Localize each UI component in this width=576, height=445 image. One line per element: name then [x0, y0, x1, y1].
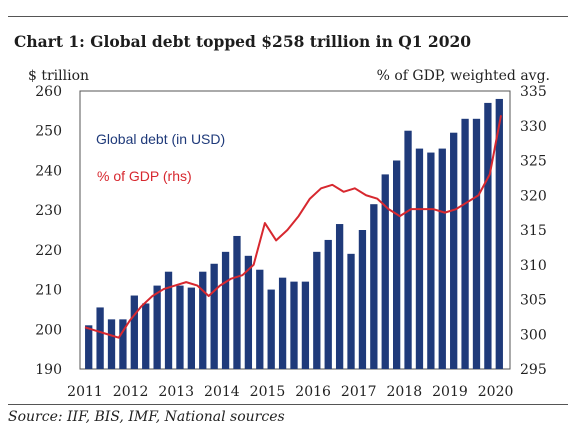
left-tick-label: 230	[35, 203, 62, 219]
debt-bar	[438, 148, 446, 369]
right-tick-label: 300	[520, 327, 547, 343]
x-tick-label: 2019	[432, 384, 468, 400]
right-tick-label: 330	[520, 119, 547, 135]
right-axis: 295 300 305 310 315 320 325 330 335	[520, 84, 547, 378]
debt-bar	[404, 130, 412, 369]
left-tick-label: 210	[35, 283, 62, 299]
legend-gdp-ratio: % of GDP (rhs)	[97, 168, 192, 184]
x-tick-label: 2020	[478, 384, 514, 400]
right-tick-label: 305	[520, 293, 547, 309]
left-tick-label: 240	[35, 163, 62, 179]
debt-bar	[393, 160, 401, 369]
x-tick-label: 2011	[67, 384, 103, 400]
x-tick-label: 2013	[158, 384, 194, 400]
left-tick-label: 200	[35, 322, 62, 338]
debt-bar	[324, 239, 332, 369]
debt-bar	[370, 204, 378, 369]
debt-bar	[290, 281, 298, 369]
debt-bar	[233, 235, 241, 369]
debt-bar	[358, 230, 367, 369]
right-tick-label: 310	[520, 258, 547, 274]
right-tick-label: 335	[520, 84, 547, 100]
debt-bar	[278, 277, 287, 369]
left-axis-label: $ trillion	[28, 68, 89, 84]
left-tick-label: 250	[35, 124, 62, 140]
right-tick-label: 295	[520, 362, 547, 378]
debt-bar	[221, 251, 230, 369]
debt-bar	[153, 285, 161, 369]
source-note: Source: IIF, BIS, IMF, National sources	[8, 409, 285, 425]
debt-bar	[107, 319, 116, 369]
x-tick-label: 2016	[295, 384, 331, 400]
debt-bar	[301, 281, 310, 369]
right-axis-label: % of GDP, weighted avg.	[377, 68, 550, 84]
debt-bar	[484, 102, 492, 369]
left-tick-label: 220	[35, 243, 62, 259]
x-tick-label: 2018	[387, 384, 423, 400]
debt-bar	[495, 98, 503, 369]
left-tick-label: 190	[35, 362, 62, 378]
debt-bar	[450, 132, 458, 369]
debt-bar	[347, 253, 355, 369]
left-axis: 190 200 210 220 230 240 250 260	[35, 84, 62, 378]
debt-bar	[164, 271, 173, 369]
top-rule	[8, 16, 568, 17]
x-tick-label: 2012	[113, 384, 149, 400]
debt-bar	[210, 263, 218, 369]
debt-bar	[142, 303, 150, 369]
right-tick-label: 315	[520, 223, 547, 239]
debt-bar	[119, 319, 127, 369]
debt-bar	[427, 152, 435, 369]
debt-bar	[415, 148, 424, 369]
x-tick-label: 2017	[341, 384, 377, 400]
legend-global-debt: Global debt (in USD)	[96, 131, 225, 147]
debt-bar	[335, 224, 344, 369]
debt-bar	[313, 251, 321, 369]
debt-bar	[244, 255, 253, 369]
debt-bar	[381, 174, 389, 369]
debt-bar	[472, 118, 481, 369]
x-tick-label: 2015	[250, 384, 286, 400]
x-tick-label: 2014	[204, 384, 240, 400]
gdp-ratio-line	[84, 115, 502, 339]
debt-bar	[85, 325, 93, 369]
bottom-rule	[8, 404, 568, 405]
debt-bar	[130, 295, 138, 369]
right-tick-label: 325	[520, 154, 547, 170]
bar-series	[85, 98, 503, 369]
debt-bar	[176, 285, 184, 369]
left-tick-label: 260	[35, 84, 62, 100]
chart-title: Chart 1: Global debt topped $258 trillio…	[14, 32, 472, 51]
debt-bar	[199, 271, 207, 369]
debt-bar	[267, 289, 275, 369]
right-tick-label: 320	[520, 188, 547, 204]
x-axis: 2011 2012 2013 2014 2015 2016 2017 2018 2019 2020	[67, 384, 513, 400]
debt-bar	[187, 287, 195, 369]
debt-bar	[256, 269, 264, 369]
debt-bar	[96, 307, 104, 369]
debt-bar	[461, 118, 469, 369]
